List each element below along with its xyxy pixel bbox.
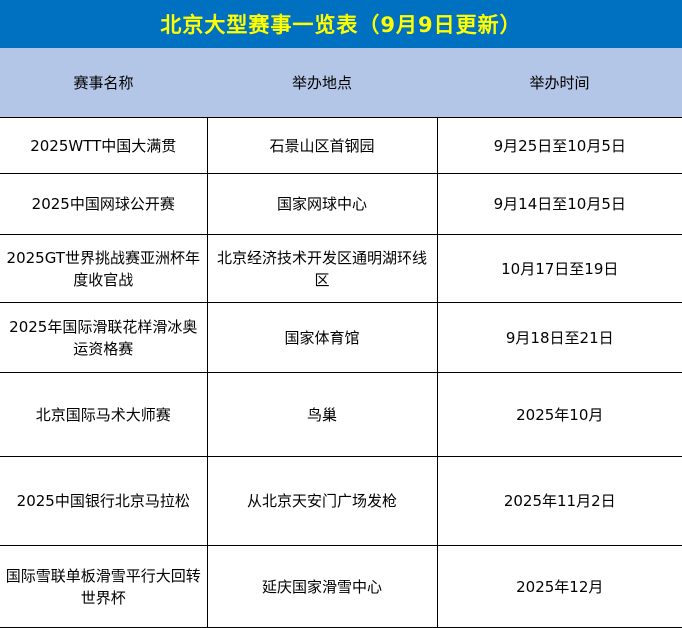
cell-venue: 从北京天安门广场发枪 [206, 456, 438, 546]
cell-date: 9月25日至10月5日 [436, 117, 682, 174]
cell-date: 9月14日至10月5日 [436, 173, 682, 235]
cell-venue: 延庆国家滑雪中心 [206, 545, 438, 628]
table-row: 2025年国际滑联花样滑冰奥运资格赛 国家体育馆 9月18日至21日 [0, 302, 682, 373]
table-row: 国际雪联单板滑雪平行大回转世界杯 延庆国家滑雪中心 2025年12月 [0, 545, 682, 628]
cell-event-name: 2025中国银行北京马拉松 [0, 456, 208, 546]
cell-date: 2025年10月 [436, 372, 682, 457]
cell-event-name: 2025GT世界挑战赛亚洲杯年度收官战 [0, 234, 208, 303]
cell-date: 10月17日至19日 [436, 234, 682, 303]
cell-event-name: 2025中国网球公开赛 [0, 173, 208, 235]
header-date: 举办时间 [437, 48, 682, 118]
cell-venue: 国家体育馆 [206, 302, 438, 373]
cell-venue: 石景山区首钢园 [206, 117, 438, 174]
table-row: 2025GT世界挑战赛亚洲杯年度收官战 北京经济技术开发区通明湖环线区 10月1… [0, 234, 682, 303]
cell-venue: 国家网球中心 [206, 173, 438, 235]
cell-event-name: 2025年国际滑联花样滑冰奥运资格赛 [0, 302, 208, 373]
cell-venue: 鸟巢 [206, 372, 438, 457]
cell-event-name: 2025WTT中国大满贯 [0, 117, 208, 174]
events-table: 赛事名称 举办地点 举办时间 2025WTT中国大满贯 石景山区首钢园 9月25… [0, 48, 682, 628]
cell-event-name: 北京国际马术大师赛 [0, 372, 208, 457]
header-event-name: 赛事名称 [0, 48, 207, 118]
table-row: 2025中国银行北京马拉松 从北京天安门广场发枪 2025年11月2日 [0, 456, 682, 546]
cell-venue: 北京经济技术开发区通明湖环线区 [206, 234, 438, 303]
table-title: 北京大型赛事一览表（9月9日更新） [0, 0, 682, 48]
table-row: 北京国际马术大师赛 鸟巢 2025年10月 [0, 372, 682, 457]
table-row: 2025WTT中国大满贯 石景山区首钢园 9月25日至10月5日 [0, 117, 682, 174]
table-row: 2025中国网球公开赛 国家网球中心 9月14日至10月5日 [0, 173, 682, 235]
cell-event-name: 国际雪联单板滑雪平行大回转世界杯 [0, 545, 208, 628]
header-venue: 举办地点 [207, 48, 437, 118]
cell-date: 2025年11月2日 [436, 456, 682, 546]
cell-date: 9月18日至21日 [436, 302, 682, 373]
header-row: 赛事名称 举办地点 举办时间 [0, 48, 682, 118]
cell-date: 2025年12月 [436, 545, 682, 628]
